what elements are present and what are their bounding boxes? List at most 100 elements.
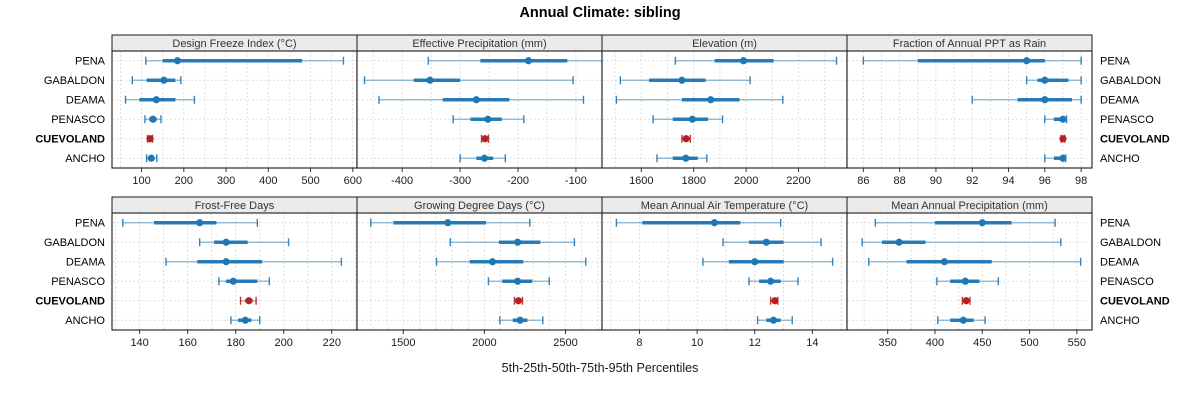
median-dot — [245, 297, 253, 305]
site-label-right: GABALDON — [1100, 237, 1161, 249]
series-ancho — [145, 154, 158, 163]
series-ancho — [656, 154, 708, 163]
series-ancho — [499, 316, 544, 325]
site-label-left: ANCHO — [65, 153, 105, 165]
median-dot — [1041, 76, 1049, 84]
tick-label: 2000 — [472, 337, 496, 349]
panel-bg — [602, 213, 847, 330]
tick-label: 2200 — [786, 175, 810, 187]
median-dot — [147, 154, 155, 162]
panel-growing-degree-days-c: Growing Degree Days (°C) 1500 2000 2500 — [356, 196, 603, 349]
tick-label: 14 — [806, 337, 818, 349]
panel-border — [846, 212, 1093, 331]
series-ancho — [1044, 154, 1067, 163]
site-label-left: PENA — [75, 218, 106, 230]
series-gabaldon — [449, 238, 576, 247]
tick-label: 220 — [323, 337, 341, 349]
tick-label: 10 — [691, 337, 703, 349]
panel-effective-precipitation-mm: Effective Precipitation (mm) -400 -300 -200… — [356, 34, 615, 187]
site-label-left: GABALDON — [44, 237, 105, 249]
median-dot — [710, 219, 719, 227]
tick-label: 500 — [1020, 337, 1038, 349]
tick-label: 2000 — [734, 175, 758, 187]
panel-title: Growing Degree Days (°C) — [414, 200, 545, 212]
panel-title: Elevation (m) — [692, 38, 757, 50]
tick-label: 88 — [894, 175, 906, 187]
site-label-left: CUEVOLAND — [35, 134, 105, 146]
site-label-left: CUEVOLAND — [35, 296, 105, 308]
median-dot — [769, 316, 778, 324]
median-dot — [940, 258, 949, 266]
series-gabaldon — [198, 238, 290, 247]
site-label-right: CUEVOLAND — [1100, 296, 1170, 308]
series-deama — [124, 95, 196, 104]
tick-label: -100 — [565, 175, 587, 187]
median-dot — [196, 219, 204, 227]
panel-title: Fraction of Annual PPT as Rain — [893, 38, 1046, 50]
site-label-right: ANCHO — [1100, 153, 1140, 165]
series-pena — [145, 56, 345, 65]
median-dot — [173, 57, 182, 65]
panel-bg — [847, 51, 1092, 168]
panel-bg — [357, 213, 602, 330]
series-penasco — [144, 115, 162, 124]
site-label-left: ANCHO — [65, 315, 105, 327]
median-dot — [146, 135, 154, 143]
median-dot — [978, 219, 986, 227]
median-dot — [767, 277, 775, 285]
panel-bg — [357, 51, 602, 168]
site-label-left: DEAMA — [66, 95, 106, 107]
series-gabaldon — [1025, 76, 1082, 85]
tick-label: 100 — [132, 175, 150, 187]
series-gabaldon — [722, 238, 822, 247]
series-cuevoland — [769, 296, 779, 305]
series-pena — [874, 218, 1056, 227]
site-label-left: PENA — [75, 56, 106, 68]
tick-label: 12 — [749, 337, 761, 349]
series-penasco — [452, 115, 525, 124]
tick-label: 160 — [178, 337, 196, 349]
panel-frost-free-days: Frost-Free Days 140 160 180 200 220 — [111, 196, 358, 349]
series-cuevoland — [681, 134, 692, 143]
tick-label: 98 — [1075, 175, 1087, 187]
median-dot — [481, 135, 489, 143]
series-deama — [378, 95, 585, 104]
series-cuevoland — [513, 296, 524, 305]
series-penasco — [218, 277, 271, 286]
median-dot — [472, 96, 480, 104]
site-label-right: PENASCO — [1100, 276, 1154, 288]
panel-fraction-of-annual-ppt-as-rain: Fraction of Annual PPT as Rain 86 88 90 92 94… — [846, 34, 1093, 187]
median-dot — [1059, 154, 1067, 162]
panel-elevation-m: Elevation (m) 1600 1800 2000 2200 — [601, 34, 848, 187]
tick-label: 550 — [1068, 337, 1086, 349]
median-dot — [524, 57, 533, 65]
median-dot — [739, 57, 748, 65]
median-dot — [488, 258, 497, 266]
panel-border — [846, 50, 1093, 169]
site-label-left: DEAMA — [66, 257, 106, 269]
panel-title: Design Freeze Index (°C) — [172, 38, 296, 50]
series-penasco — [1044, 115, 1068, 124]
median-dot — [480, 154, 489, 162]
median-dot — [895, 238, 903, 246]
median-dot — [516, 316, 524, 324]
median-dot — [1059, 115, 1067, 123]
tick-label: 400 — [259, 175, 277, 187]
series-cuevoland — [146, 134, 154, 143]
series-ancho — [459, 154, 506, 163]
series-deama — [971, 95, 1082, 104]
median-dot — [222, 258, 230, 266]
panel-mean-annual-precipitation-mm: Mean Annual Precipitation (mm) 350 400 450 5… — [846, 196, 1093, 349]
site-label-right: DEAMA — [1100, 95, 1140, 107]
median-dot — [514, 238, 522, 246]
series-deama — [868, 257, 1082, 266]
tick-label: 86 — [857, 175, 869, 187]
series-ancho — [937, 316, 986, 325]
site-label-left: PENASCO — [51, 276, 105, 288]
median-dot — [444, 219, 452, 227]
tick-label: 300 — [217, 175, 235, 187]
tick-label: 500 — [301, 175, 319, 187]
median-dot — [229, 277, 237, 285]
median-dot — [149, 115, 157, 123]
series-cuevoland — [480, 134, 490, 143]
